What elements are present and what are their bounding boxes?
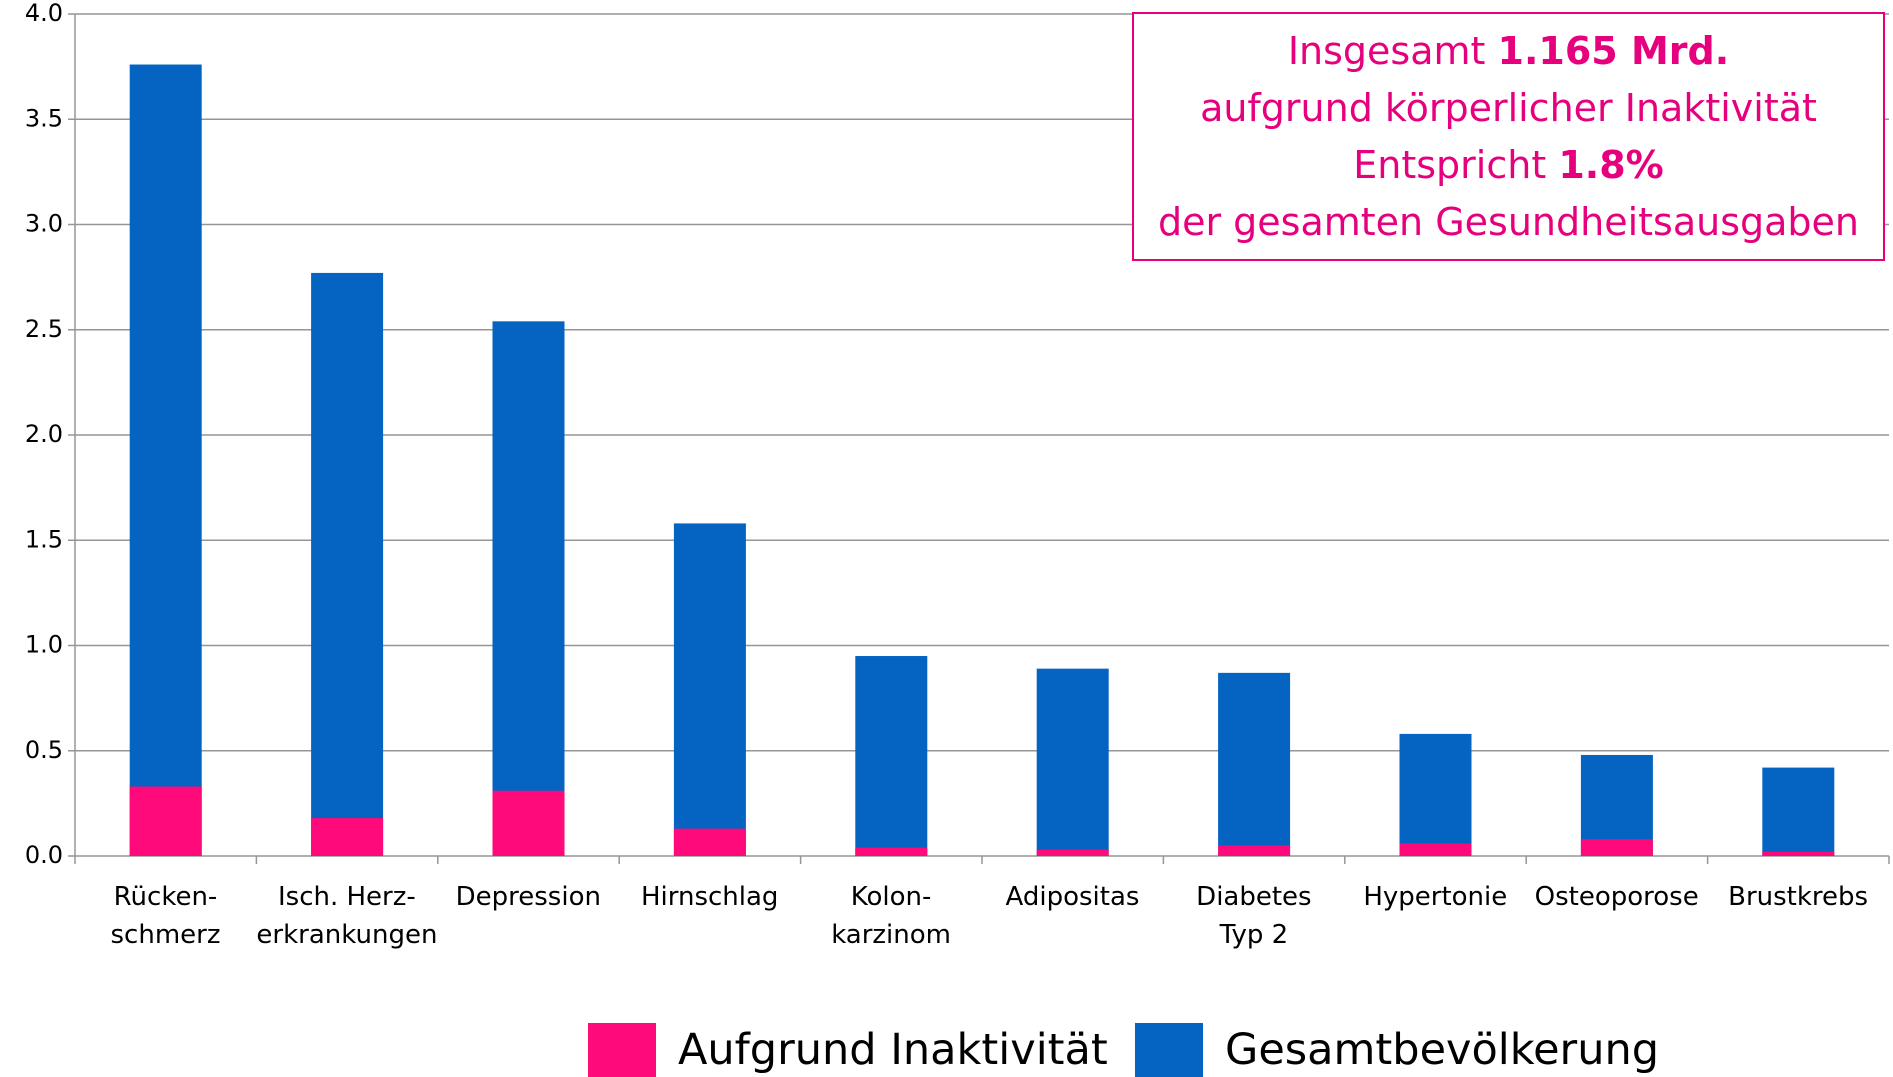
- annotation: Insgesamt 1.165 Mrd. aufgrund körperliche…: [1132, 12, 1885, 261]
- x-tick-label: Diabetes Typ 2: [1196, 882, 1312, 950]
- bar: [492, 321, 565, 857]
- x-tick-label: Hypertonie: [1363, 882, 1508, 912]
- y-tick-label: 2.0: [25, 420, 63, 448]
- x-tick-label: Depression: [455, 882, 601, 912]
- x-tick-label: Brustkrebs: [1728, 882, 1869, 912]
- y-tick-label: 1.5: [25, 525, 63, 553]
- legend-swatch: [588, 1023, 656, 1077]
- x-tick-label: Rücken- schmerz: [110, 882, 221, 950]
- x-tick-label: Osteoporose: [1534, 882, 1699, 912]
- legend-label: Aufgrund Inaktivität: [678, 1025, 1108, 1075]
- y-tick-label: 4.0: [25, 0, 63, 27]
- bar: [1036, 668, 1109, 856]
- annotation-highlight: 1.165 Mrd.: [1497, 29, 1730, 73]
- x-tick-label: Adipositas: [1005, 882, 1140, 912]
- annotation-line: der gesamten Gesundheitsausgaben: [1134, 194, 1883, 251]
- bar: [311, 818, 384, 856]
- bar: [1218, 845, 1291, 856]
- annotation-line: Insgesamt 1.165 Mrd.: [1134, 23, 1883, 80]
- bar: [1218, 672, 1291, 856]
- bar: [1399, 843, 1472, 856]
- bar: [492, 790, 565, 856]
- annotation-text: Insgesamt: [1287, 29, 1498, 73]
- legend-label: Gesamtbevölkerung: [1225, 1025, 1660, 1075]
- x-tick-label: Hirnschlag: [640, 882, 779, 912]
- annotation-text: Entspricht: [1353, 143, 1559, 187]
- x-tick-label: Kolon- karzinom: [831, 882, 951, 950]
- bar: [855, 847, 928, 856]
- bar: [1036, 849, 1109, 856]
- annotation-highlight: 1.8%: [1558, 143, 1664, 187]
- annotation-line: aufgrund körperlicher Inaktivität: [1134, 80, 1883, 137]
- annotation-text: der gesamten Gesundheitsausgaben: [1157, 200, 1860, 244]
- bar: [1580, 839, 1653, 856]
- bar: [129, 64, 202, 856]
- y-tick-label: 0.0: [25, 841, 63, 869]
- x-tick-label: Isch. Herz- erkrankungen: [256, 882, 438, 950]
- legend-swatch: [1135, 1023, 1203, 1077]
- bar: [673, 523, 746, 856]
- y-tick-label: 2.5: [25, 315, 63, 343]
- bar: [1399, 733, 1472, 856]
- bar: [855, 656, 928, 856]
- annotation-line: Entspricht 1.8%: [1134, 137, 1883, 194]
- bar: [1762, 767, 1835, 856]
- y-tick-label: 1.0: [25, 631, 63, 659]
- bar: [673, 828, 746, 856]
- y-tick-label: 0.5: [25, 736, 63, 764]
- bar: [311, 272, 384, 856]
- y-tick-label: 3.5: [25, 104, 63, 132]
- y-tick-label: 3.0: [25, 210, 63, 238]
- annotation-text: aufgrund körperlicher Inaktivität: [1200, 86, 1817, 130]
- bar: [1762, 851, 1835, 856]
- bar: [129, 786, 202, 856]
